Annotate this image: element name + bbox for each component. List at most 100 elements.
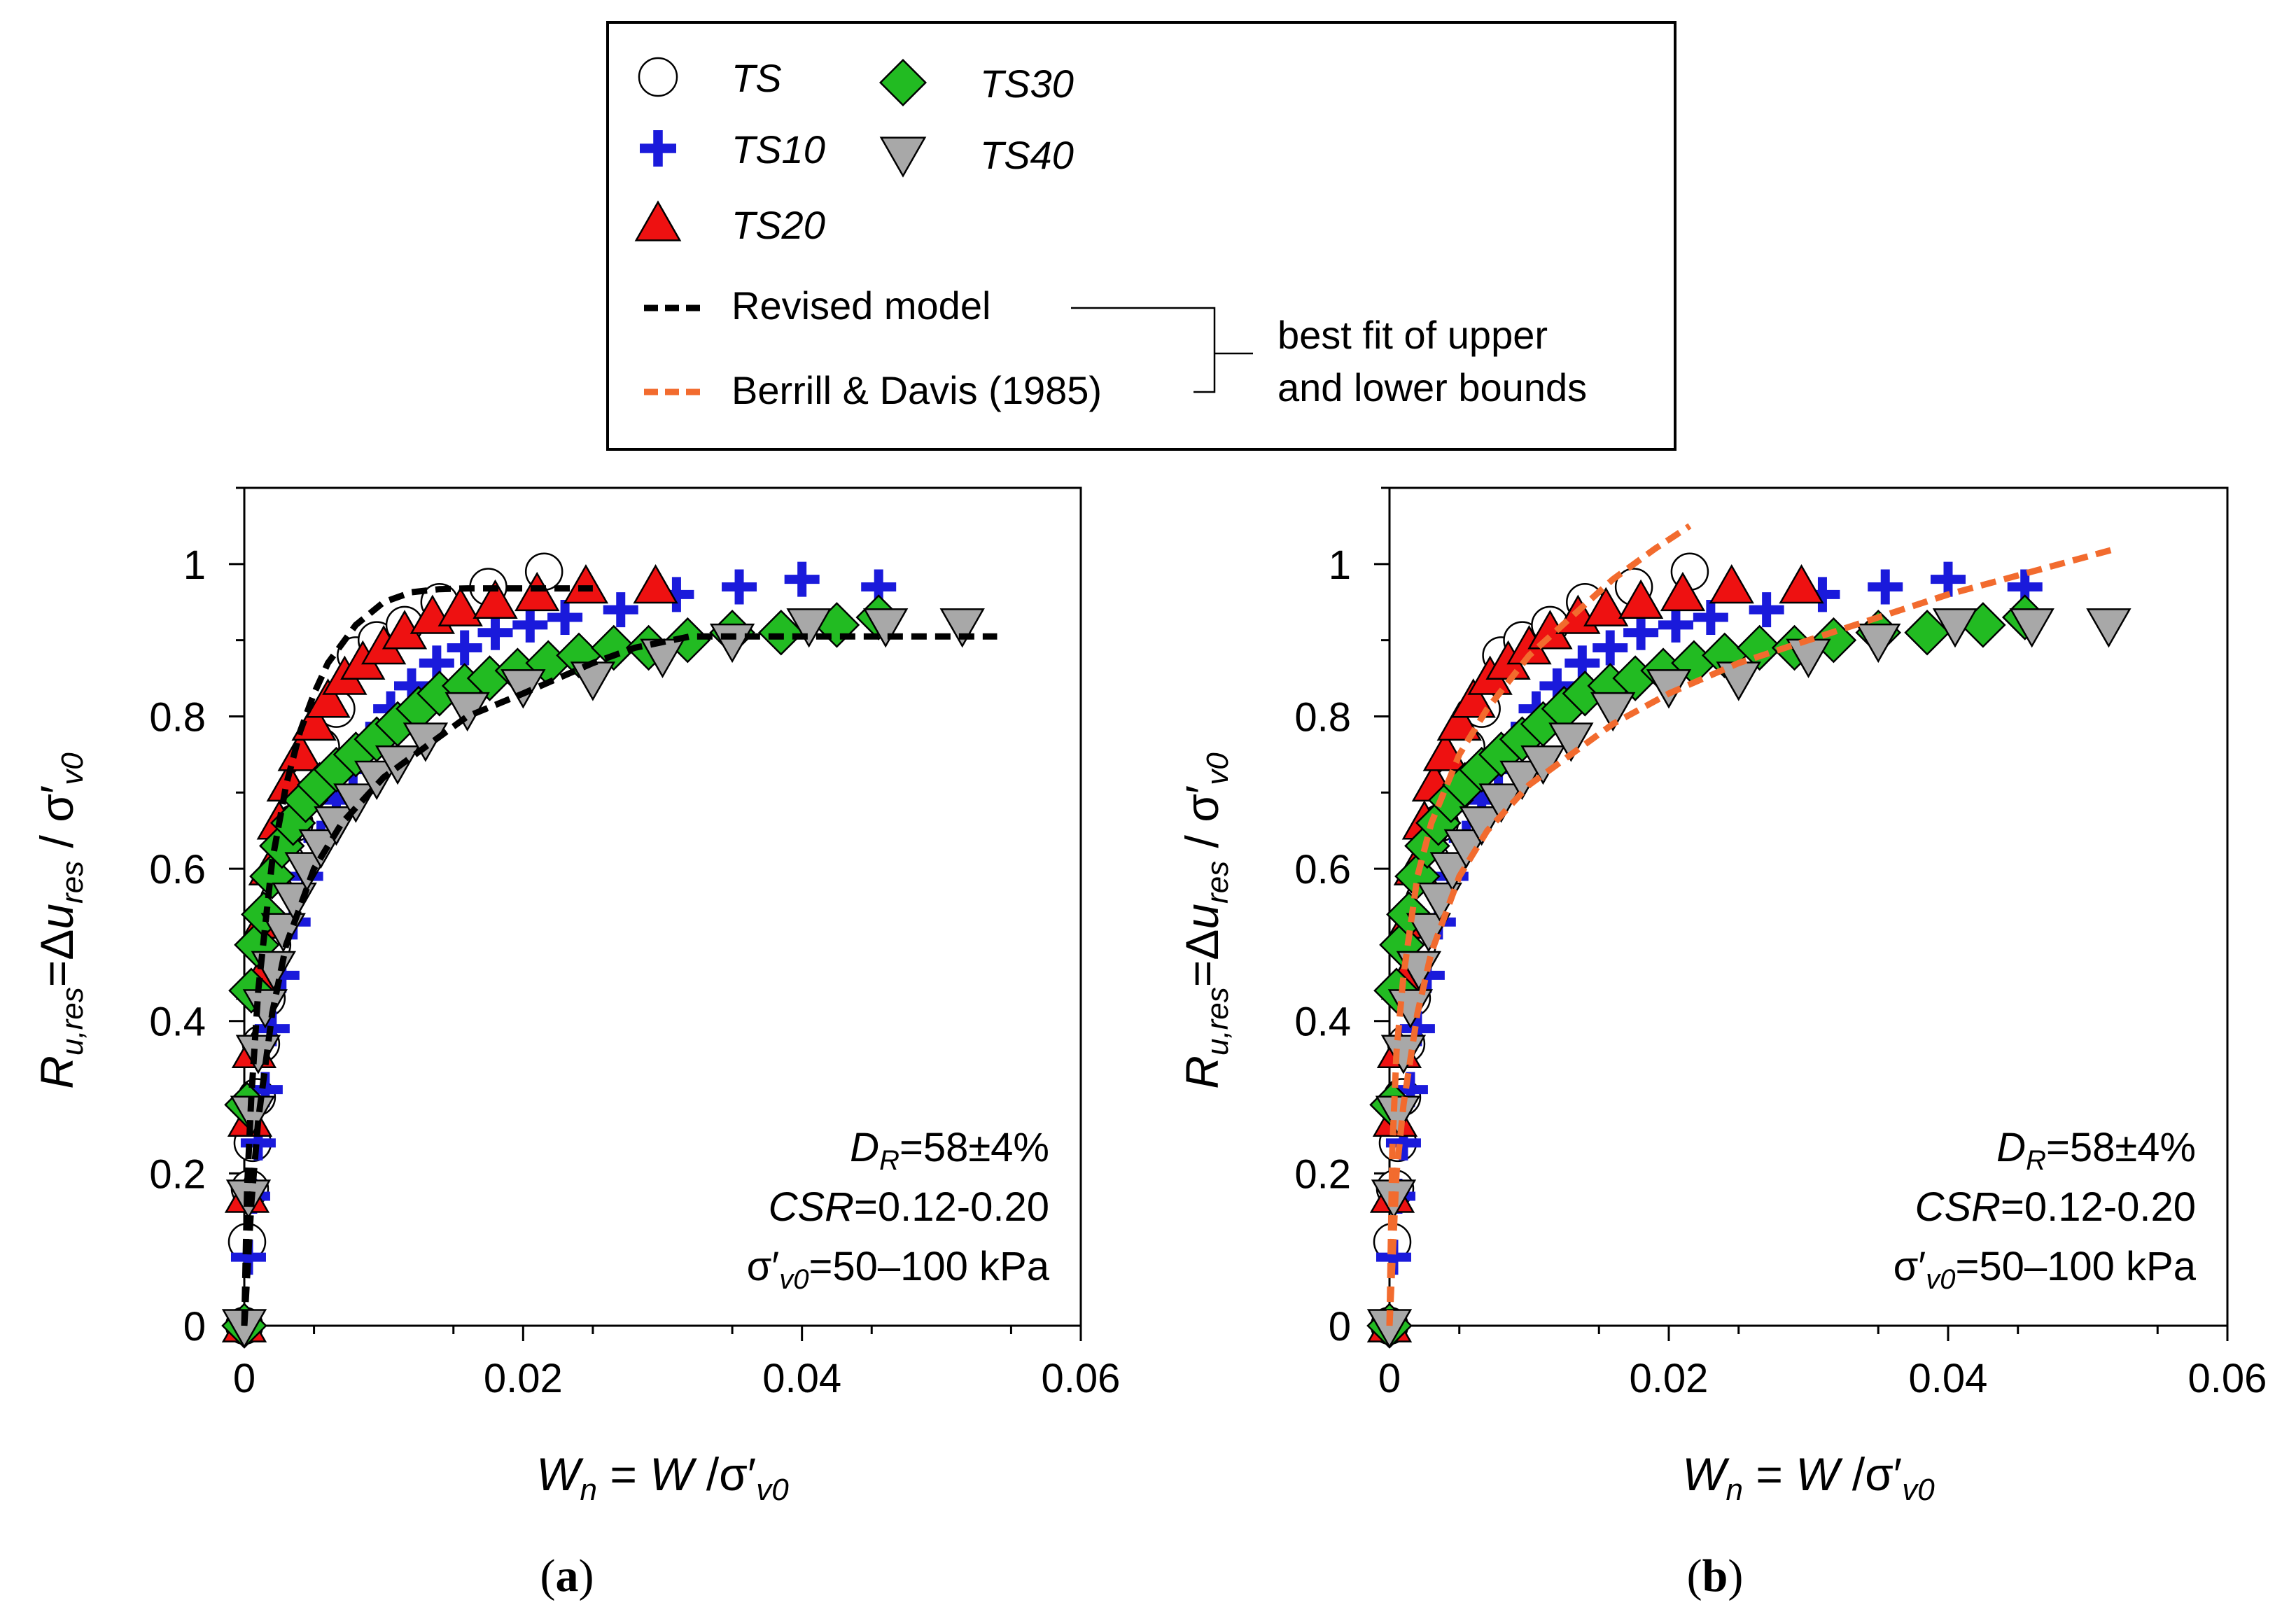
point-ts30 [591,624,637,671]
point-ts10 [784,561,820,597]
legend-label-ts40: TS40 [980,133,1074,177]
plot-frame [1388,486,2229,1327]
legend-frame [606,21,1676,451]
point-ts20 [1779,563,1824,604]
x-tick-label: 0.02 [1630,1356,1709,1401]
legend-bracket-note-1: best fit of upper [1278,313,1548,357]
y-tick-label: 0 [1329,1304,1351,1350]
point-ts10 [547,599,583,635]
point-ts10 [1868,569,1903,605]
point-ts20 [563,563,609,604]
panel-a: 0 0.02 0.04 0.06 0 0.2 0.4 0.6 0.8 1 Wn = W /σ′v0 R… [31,486,1121,1602]
legend-marker-ts30 [878,58,927,107]
legend-berrill-label: Berrill & Davis (1985) [732,368,1102,412]
revised-model-lower-curve [241,633,997,1326]
y-tick-label: 0.8 [1294,694,1351,740]
point-ts40 [1375,1095,1421,1135]
panel-label-b: (b) [1687,1550,1744,1602]
x-tick-label: 0 [233,1356,255,1401]
point-ts10 [512,607,548,643]
point-ts10 [1623,615,1659,650]
y-tick-label: 0.8 [149,694,206,740]
legend-marker-ts [638,57,678,97]
point-ts20 [1660,571,1706,612]
point-ts40 [221,1309,267,1349]
point-ts30 [1736,624,1783,671]
point-ts40 [1548,722,1594,762]
point-ts40 [1716,661,1761,701]
point-ts40 [1590,692,1636,732]
y-axis-label: Ru,res=Δures / σ′v0 [1176,752,1235,1089]
x-tick-label: 0 [1378,1356,1401,1401]
revised-model-upper-curve [241,585,593,1326]
x-tick-label: 0.04 [762,1356,841,1401]
point-ts20 [1436,701,1482,741]
annotation-dr: DR=58±4% [1996,1125,2196,1176]
point-ts20 [277,731,323,771]
point-ts20 [472,579,518,619]
point-ts10 [447,630,482,666]
annotation-sigma: σ′v0=50–100 kPa [747,1244,1050,1295]
panel-b: 0 0.02 0.04 0.06 0 0.2 0.4 0.6 0.8 1 Wn = W /σ′v0 R… [1176,486,2267,1602]
y-tick-label: 0.6 [1294,847,1351,892]
x-tick-label: 0.04 [1909,1356,1988,1401]
annotation-csr: CSR=0.12-0.20 [1915,1184,2196,1230]
point-ts10 [477,615,513,650]
legend-revised-label: Revised model [732,283,990,328]
point-ts20 [438,587,483,626]
legend-entries: TS TS30 TS10 TS40 TS20 [634,56,1074,247]
x-axis-label: Wn = W /σ′v0 [536,1448,789,1507]
point-ts40 [570,661,616,701]
berrill-davis-lower-curve [1386,545,2117,1326]
point-ts40 [1856,623,1901,664]
point-ts10 [1931,561,1966,597]
x-tick-label: 0.02 [484,1356,563,1401]
point-ts40 [1932,608,1978,648]
x-axis-label: Wn = W /σ′v0 [1682,1448,1935,1507]
x-tick-label: 0.06 [1042,1356,1121,1401]
point-ts40 [863,608,909,648]
point-ts40 [500,669,546,709]
legend-marker-ts10 [640,130,676,167]
point-ts20 [305,678,351,718]
point-ts40 [2086,608,2132,648]
point-ts40 [786,608,832,648]
point-ts30 [1904,609,1950,656]
point-ts10 [1693,599,1728,635]
point-ts40 [2009,608,2054,648]
point-ts20 [514,571,560,612]
point-ts20 [1583,587,1629,626]
legend-label-ts20: TS20 [732,203,825,247]
point-ts20 [1450,678,1496,718]
legend-bracket-note-2: and lower bounds [1278,365,1587,409]
x-tick-label: 0.06 [2188,1356,2267,1401]
y-tick-label: 0.4 [1294,1000,1351,1045]
y-tick-label: 0.6 [149,847,206,892]
y-tick-label: 0 [183,1304,206,1350]
point-ts40 [354,760,400,801]
point-ts30 [758,609,804,656]
y-axis-label: Ru,res=Δures / σ′v0 [31,752,90,1089]
legend-label-ts: TS [732,56,782,100]
y-tick-label: 1 [183,542,206,588]
annotation-dr: DR=58±4% [850,1125,1049,1176]
point-ts10 [722,569,757,605]
berrill-davis-upper-curve [1386,523,1692,1326]
point-ts20 [1618,579,1664,619]
annotation-sigma: σ′v0=50–100 kPa [1893,1244,2197,1295]
point-ts40 [298,829,344,869]
y-tick-label: 1 [1329,542,1351,588]
plot-frame [243,486,1082,1327]
series-ts40 [1366,608,2132,1349]
point-ts40 [939,608,985,648]
y-tick-label: 0.2 [149,1151,206,1197]
annotation-csr: CSR=0.12-0.20 [769,1184,1049,1230]
point-ts10 [1749,592,1784,628]
point-ts20 [633,563,678,604]
panel-label-a: (a) [540,1550,594,1602]
legend-label-ts10: TS10 [732,127,825,171]
y-tick-label: 0.4 [149,1000,206,1045]
legend-marker-ts40 [879,136,927,178]
point-ts20 [1709,563,1754,604]
